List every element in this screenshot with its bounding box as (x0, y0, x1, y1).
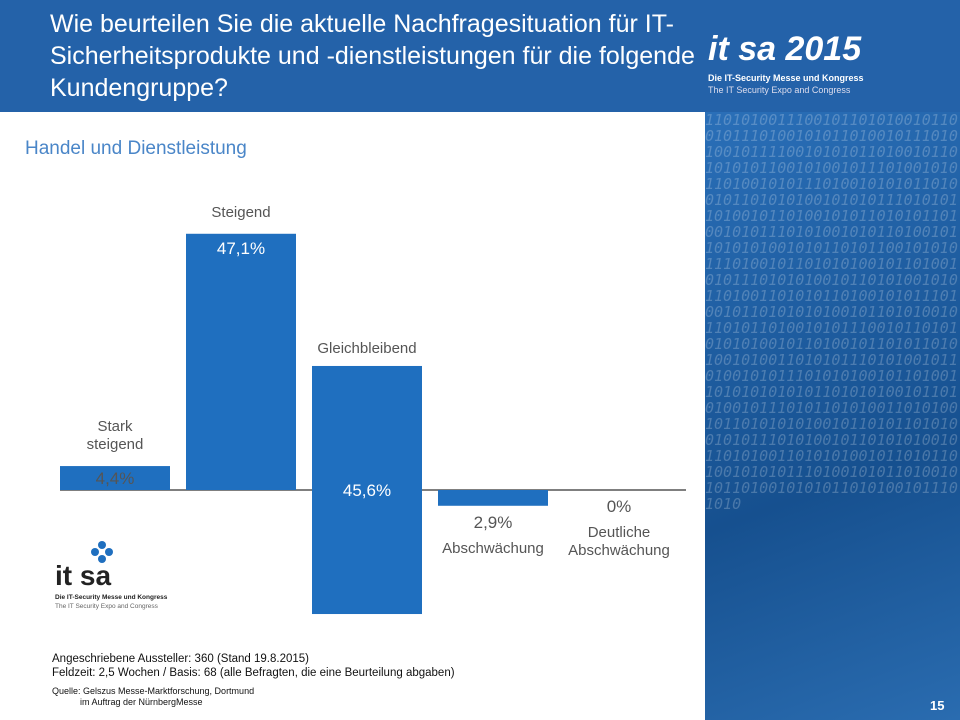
logo-sub: Die IT-Security Messe und Kongress (55, 594, 168, 601)
chart (60, 233, 686, 615)
page-number: 15 (930, 698, 945, 713)
value-label: 4,4% (95, 469, 135, 489)
bar (186, 233, 296, 490)
footer-note: Feldzeit: 2,5 Wochen / Basis: 68 (alle B… (52, 667, 455, 679)
chart-title: Handel und Dienstleistung (25, 138, 247, 159)
header-logo: it sa 2015 (708, 30, 862, 68)
category-label: Abschwächung (442, 539, 544, 557)
header-logo-sub: Die IT-Security Messe und Kongress (708, 73, 864, 83)
slide-title: Wie beurteilen Sie die aktuelle Nachfrag… (50, 10, 695, 102)
decorative-panel: 1101010011100101101010010110010111010010… (705, 112, 960, 720)
value-label: 0% (606, 497, 632, 516)
value-label: 45,6% (342, 481, 392, 500)
footer-source: Quelle: Gelszus Messe-Marktforschung, Do… (52, 686, 255, 696)
category-label: Stark steigend (86, 418, 144, 454)
logo-name: it sa (55, 560, 112, 591)
category-label: Deutliche Abschwächung (568, 524, 670, 559)
bar (312, 365, 422, 615)
logo-sub: The IT Security Expo and Congress (55, 603, 158, 610)
header-logo-sub: The IT Security Expo and Congress (708, 85, 851, 95)
category-label: Steigend (211, 203, 271, 221)
footer-source: im Auftrag der NürnbergMesse (80, 697, 203, 707)
footer-note: Angeschriebene Aussteller: 360 (Stand 19… (52, 653, 310, 665)
bar (60, 466, 170, 490)
category-label: Gleichbleibend (317, 339, 417, 357)
bar (438, 490, 548, 506)
value-label: 2,9% (473, 512, 513, 532)
logo-dots (55, 540, 125, 570)
value-label: 47,1% (216, 238, 266, 258)
header (0, 0, 960, 112)
logo-icon (91, 541, 113, 563)
